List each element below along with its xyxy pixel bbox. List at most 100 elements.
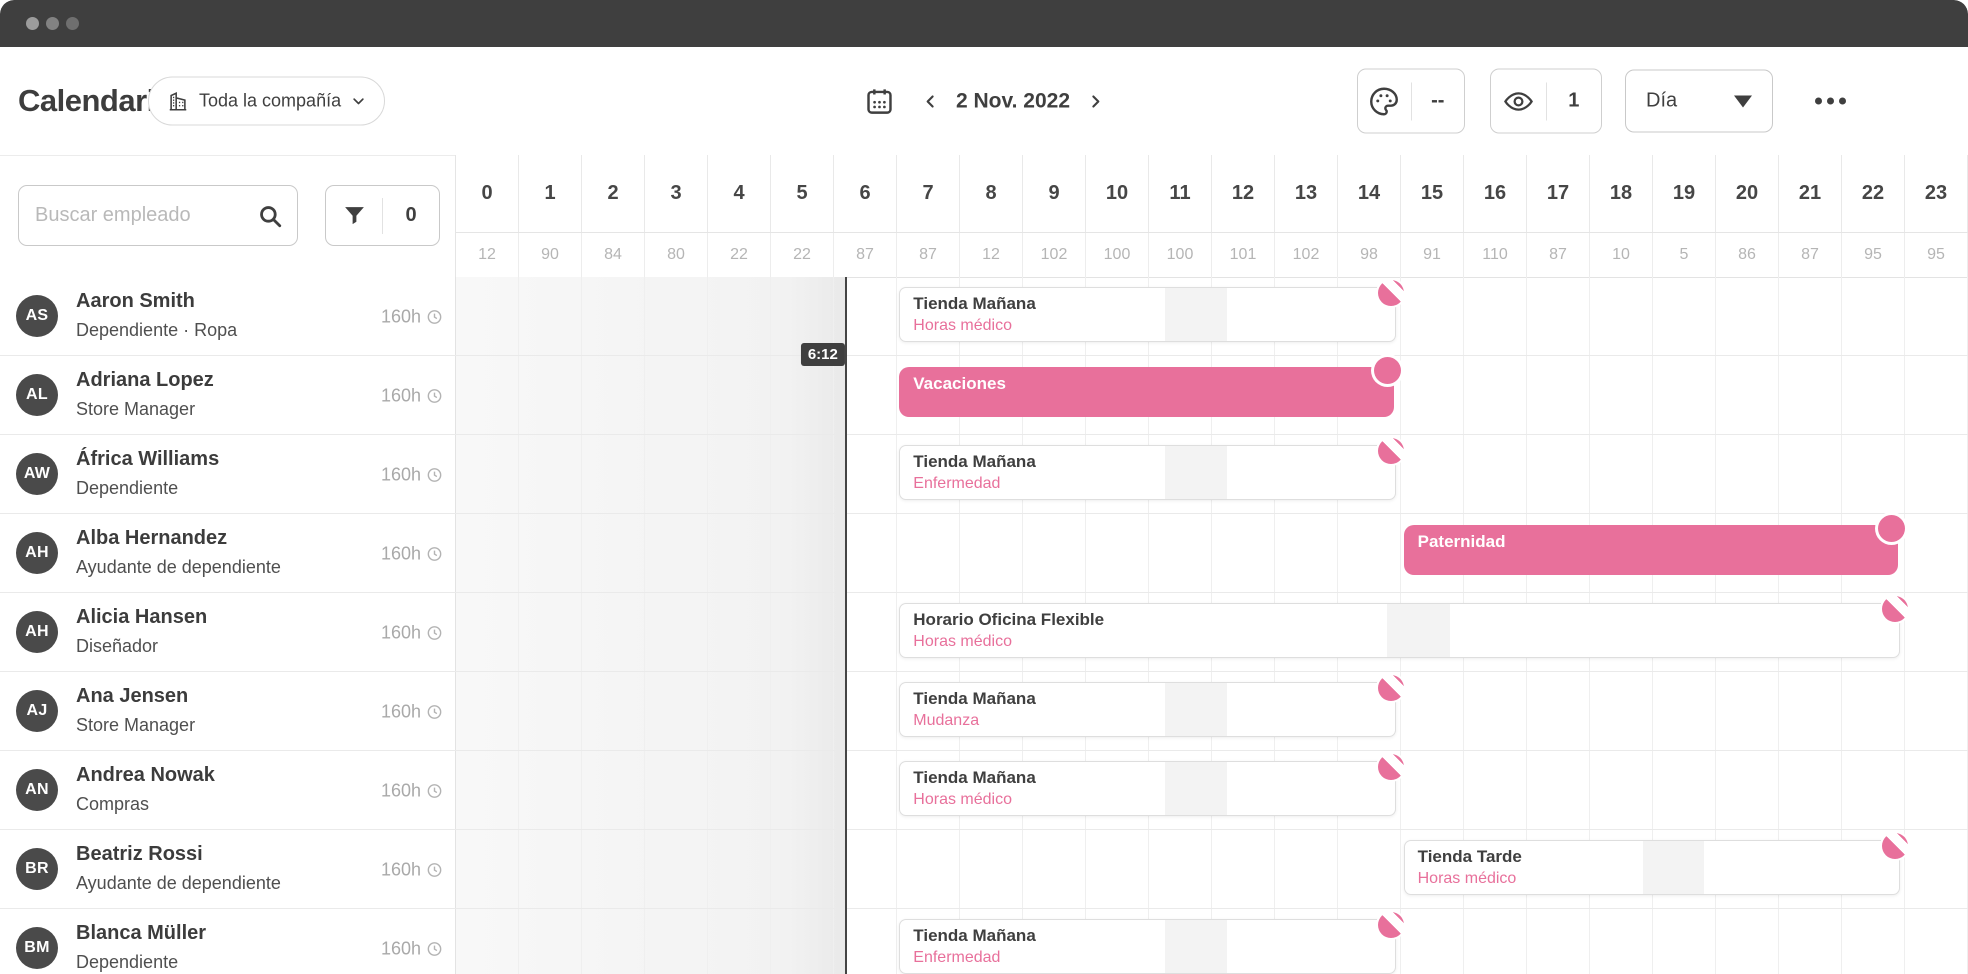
shift-break-segment <box>1164 920 1227 973</box>
hour-header-17: 17 <box>1527 155 1590 232</box>
shift-card[interactable]: Tienda Mañana Enfermedad <box>899 912 1404 974</box>
row-separator <box>0 750 1968 751</box>
building-icon <box>167 90 189 112</box>
employee-row[interactable]: AW África Williams Dependiente 160h <box>0 435 455 514</box>
shift-title: Tienda Mañana <box>913 768 1036 787</box>
window-minimize-button[interactable] <box>46 17 59 30</box>
hour-count-8: 12 <box>960 233 1023 277</box>
hour-count-1: 90 <box>519 233 582 277</box>
hour-header-1: 1 <box>519 155 582 232</box>
shift-absence-label: Horas médico <box>913 791 1012 808</box>
employee-row[interactable]: BR Beatriz Rossi Ayudante de dependiente 16… <box>0 830 455 909</box>
employee-role: Diseñador <box>76 636 159 656</box>
avatar: AN <box>16 769 58 811</box>
shift-card[interactable]: Tienda Mañana Horas médico <box>899 280 1404 342</box>
chevron-left-icon <box>926 94 934 108</box>
window-zoom-button[interactable] <box>66 17 79 30</box>
hour-count-2: 84 <box>582 233 645 277</box>
absence-title: Vacaciones <box>913 374 1006 393</box>
shift-card[interactable]: Tienda Mañana Mudanza <box>899 675 1404 737</box>
chevron-down-icon <box>353 98 364 105</box>
hour-count-13: 102 <box>1275 233 1338 277</box>
employee-row[interactable]: AH Alba Hernandez Ayudante de dependiente 1… <box>0 514 455 593</box>
hour-count-10: 100 <box>1086 233 1149 277</box>
filter-button[interactable]: 0 <box>325 185 440 246</box>
employee-name: Adriana Lopez <box>76 369 214 391</box>
avatar: AJ <box>16 690 58 732</box>
window-titlebar <box>0 0 1968 47</box>
hour-header-14: 14 <box>1338 155 1401 232</box>
employee-hours: 160h <box>381 938 443 959</box>
employee-role: Dependiente <box>76 478 179 498</box>
shift-absence-label: Horas médico <box>1417 870 1517 887</box>
employee-role: Dependiente <box>76 952 179 972</box>
half-day-absence-icon <box>1881 596 1908 622</box>
row-separator <box>0 671 1968 672</box>
row-separator <box>0 829 1968 830</box>
employee-role: Ayudante de dependiente <box>76 557 281 577</box>
employee-row[interactable]: AL Adriana Lopez Store Manager 160h <box>0 356 455 435</box>
hour-count-0: 12 <box>456 233 519 277</box>
hour-count-17: 87 <box>1527 233 1590 277</box>
employee-role: Store Manager <box>76 715 196 735</box>
prev-day-button[interactable] <box>920 87 941 115</box>
visibility-control[interactable]: 1 <box>1490 68 1602 134</box>
hour-header-22: 22 <box>1842 155 1905 232</box>
page-title: Calendario <box>18 83 174 118</box>
employee-hours: 160h <box>381 385 443 406</box>
shift-card[interactable]: Tienda Tarde Horas médico <box>1403 833 1908 895</box>
shift-title: Tienda Mañana <box>913 452 1036 471</box>
employee-row[interactable]: AJ Ana Jensen Store Manager 160h <box>0 672 455 751</box>
next-day-button[interactable] <box>1085 87 1106 115</box>
hour-count-6: 87 <box>834 233 897 277</box>
employee-hours-value: 160h <box>380 385 421 405</box>
window-close-button[interactable] <box>26 17 39 30</box>
grid-column-line <box>1842 277 1905 974</box>
hour-count-11: 100 <box>1149 233 1212 277</box>
view-selector[interactable]: Día <box>1625 69 1773 133</box>
full-day-absence-icon <box>1373 357 1401 384</box>
divider <box>382 197 383 234</box>
full-day-absence-icon <box>1877 515 1905 542</box>
divider <box>1545 82 1547 120</box>
employee-name: Alicia Hansen <box>76 606 208 628</box>
avatar: AH <box>16 611 58 653</box>
employee-row[interactable]: BM Blanca Müller Dependiente 160h <box>0 909 455 974</box>
shift-card[interactable]: Tienda Mañana Enfermedad <box>899 438 1404 500</box>
clock-icon <box>427 625 442 640</box>
color-mode-control[interactable]: -- <box>1357 68 1465 134</box>
calendar-icon[interactable] <box>862 84 897 119</box>
employee-row[interactable]: AS Aaron Smith Dependiente · Ropa 160h <box>0 277 455 356</box>
grid-column-line <box>645 277 708 974</box>
employee-hours: 160h <box>381 306 443 327</box>
shift-break-segment <box>1164 288 1227 341</box>
clock-icon <box>427 941 442 956</box>
shift-break-segment <box>1164 446 1227 499</box>
absence-block[interactable]: Paternidad <box>1403 515 1905 575</box>
company-selector[interactable]: Toda la compañía <box>148 76 386 126</box>
absence-block[interactable]: Vacaciones <box>899 357 1401 417</box>
employee-hours: 160h <box>381 859 443 880</box>
hour-count-9: 102 <box>1023 233 1086 277</box>
shift-card[interactable]: Tienda Mañana Horas médico <box>899 754 1404 816</box>
search-input[interactable] <box>33 203 249 228</box>
triangle-down-icon <box>1734 95 1752 107</box>
clock-icon <box>427 309 442 324</box>
filter-icon <box>326 203 382 228</box>
hour-count-23: 95 <box>1905 233 1968 277</box>
employee-row[interactable]: AH Alicia Hansen Diseñador 160h <box>0 593 455 672</box>
hour-header-20: 20 <box>1716 155 1779 232</box>
employee-role: Compras <box>76 794 150 814</box>
shift-card[interactable]: Horario Oficina Flexible Horas médico <box>899 596 1908 658</box>
hour-count-22: 95 <box>1842 233 1905 277</box>
employee-role: Dependiente · Ropa <box>76 320 238 340</box>
hour-count-5: 22 <box>771 233 834 277</box>
employee-hours-value: 160h <box>380 622 421 642</box>
more-options-button[interactable] <box>1803 86 1858 117</box>
grid-column-line <box>456 277 519 974</box>
employee-row[interactable]: AN Andrea Nowak Compras 160h <box>0 751 455 830</box>
employee-hours: 160h <box>381 701 443 722</box>
shift-title: Horario Oficina Flexible <box>913 610 1105 629</box>
date-navigation: 2 Nov. 2022 <box>862 84 1106 119</box>
employee-name: Alba Hernandez <box>76 527 228 549</box>
